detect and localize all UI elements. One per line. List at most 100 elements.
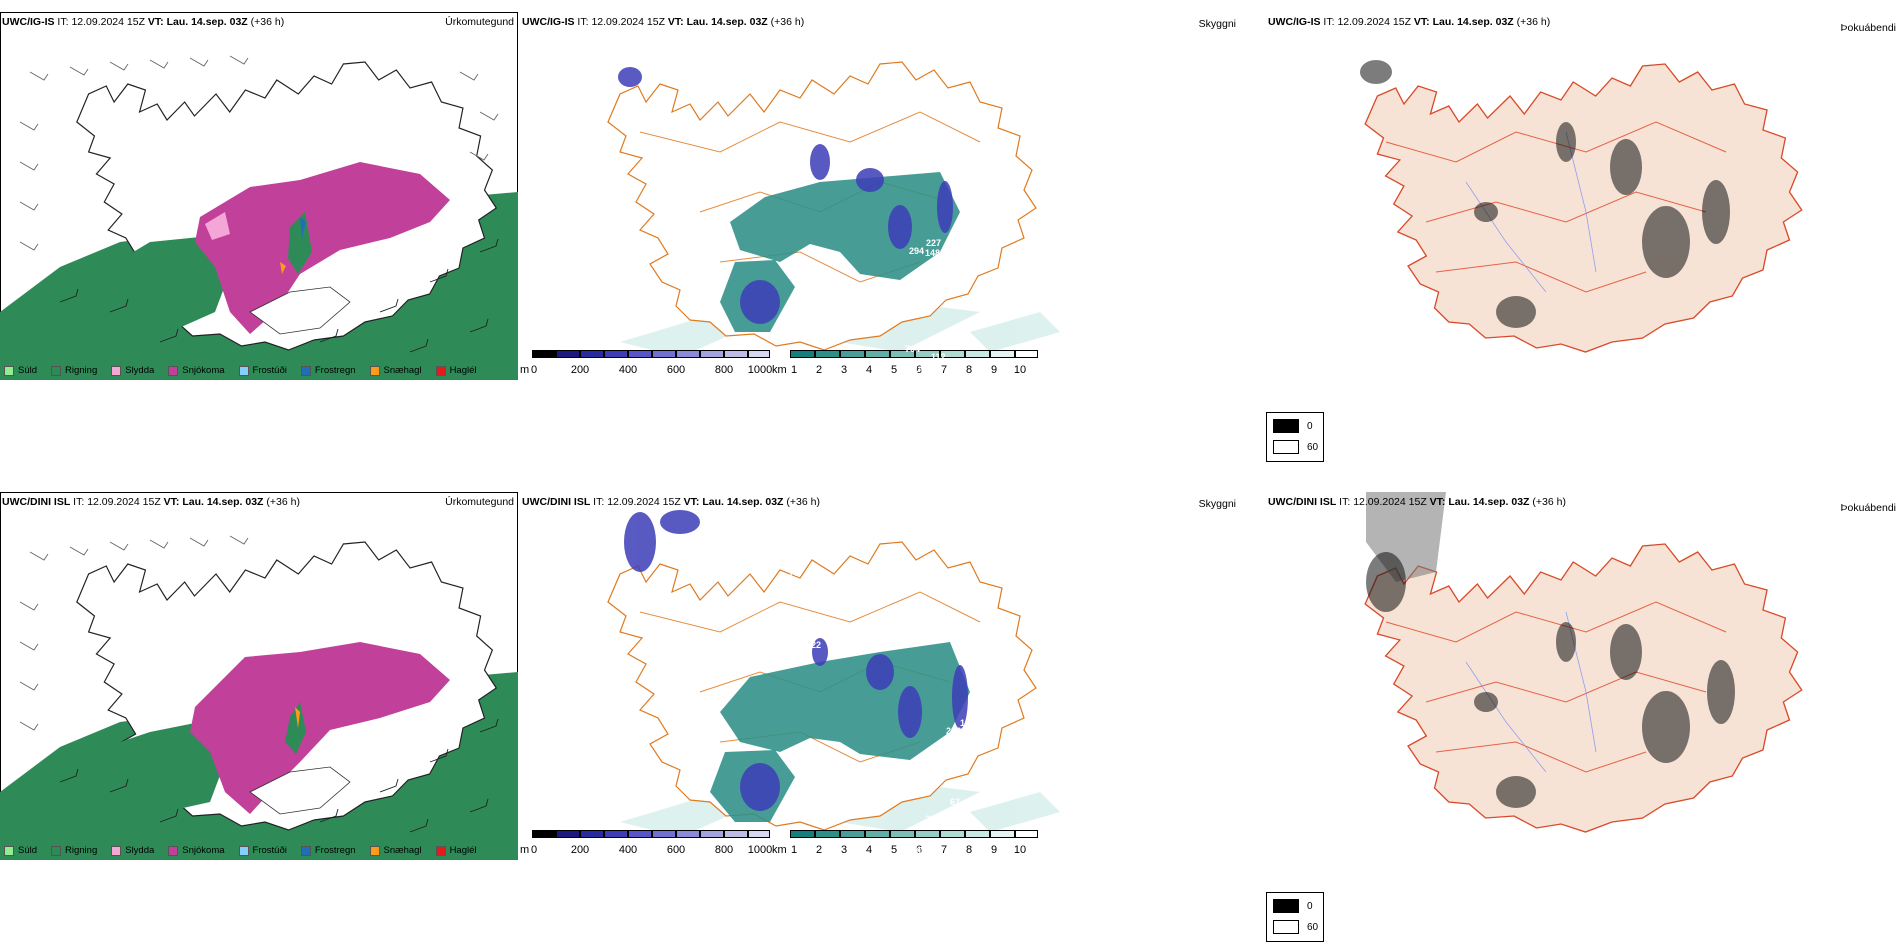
ceiling-label: 96: [993, 176, 1004, 186]
visibility-map-dini: [607, 510, 1060, 837]
tick: 1: [790, 364, 798, 376]
legend-item-sudl: Súld: [4, 845, 37, 856]
tick: 1000: [747, 844, 773, 856]
ceiling-label: 288: [946, 726, 962, 736]
ceiling-label: 964: [1079, 706, 1095, 716]
legend-item-haglel: Haglél: [435, 845, 477, 856]
ceiling-label: 227: [926, 238, 942, 248]
ceiling-label: 74: [778, 548, 789, 558]
legend-item-slydda: Slydda: [111, 365, 154, 376]
ceiling-label: 91: [992, 654, 1003, 664]
ceiling-label: 174: [1058, 672, 1074, 682]
ceiling-label: 122: [806, 640, 822, 650]
fog-legend-max: 60: [1307, 441, 1319, 453]
product-title: Skyggni: [1198, 18, 1236, 30]
panel-header: UWC/DINI ISL IT: 12.09.2024 15Z VT: Lau.…: [1268, 496, 1566, 508]
ceiling-label: 326: [1054, 742, 1070, 752]
legend-item-snjokoma: Snjókoma: [168, 845, 225, 856]
ceiling-label: 248: [1025, 232, 1041, 242]
ceiling-label: 189: [960, 718, 976, 728]
ceiling-label: 98: [1063, 190, 1074, 200]
ceiling-label: 129: [1005, 194, 1021, 204]
panel-header: UWC/IG-IS IT: 12.09.2024 15Z VT: Lau. 14…: [1268, 16, 1551, 28]
ceiling-label: 297: [925, 814, 941, 824]
ceiling-label: 191: [1118, 742, 1134, 752]
ceiling-label: 999: [1082, 692, 1098, 702]
ceiling-unit: m: [520, 844, 530, 856]
legend-item-snjokoma: Snjókoma: [168, 365, 225, 376]
ceiling-label: 235: [936, 378, 952, 388]
tick: 2: [815, 364, 823, 376]
ceiling-label: 204: [1060, 322, 1076, 332]
ceiling-label: 167: [1109, 718, 1125, 728]
ceiling-label: 116: [1022, 265, 1037, 275]
ceiling-label: 389: [1092, 298, 1108, 308]
legend-item-rigning: Rigning: [51, 365, 97, 376]
tick: 4: [865, 844, 873, 856]
precip-legend: Súld Rigning Slydda Snjókoma Frostúði Fr…: [4, 365, 477, 376]
legend-item-frostudi: Frostúði: [238, 845, 287, 856]
fog-panel-dini: UWC/DINI ISL IT: 12.09.2024 15Z VT: Lau.…: [1266, 492, 1900, 860]
fog-map-ig: [1360, 60, 1803, 353]
tick: 400: [618, 844, 638, 856]
tick: 7: [940, 844, 948, 856]
tick: 6: [915, 844, 923, 856]
precip-legend: Súld Rigning Slydda Snjókoma Frostúði Fr…: [4, 845, 477, 856]
tick: 4: [865, 364, 873, 376]
tick: 10: [1013, 364, 1027, 376]
tick: 1: [790, 844, 798, 856]
ceiling-label: 441: [1093, 212, 1109, 222]
ceiling-label: 148: [925, 248, 941, 258]
ceiling-label: 490: [783, 84, 799, 94]
product-title: Þokuábendi: [1840, 502, 1896, 514]
tick: 9: [990, 364, 998, 376]
panel-header: UWC/DINI ISL IT: 12.09.2024 15Z VT: Lau.…: [2, 496, 300, 508]
tick: 5: [890, 364, 898, 376]
legend-item-snaehagl: Snæhagl: [369, 845, 422, 856]
precip-map-ig: [0, 55, 518, 380]
tick: 5: [890, 844, 898, 856]
ceiling-label: 154: [1137, 262, 1153, 272]
fog-legend-min: 0: [1307, 900, 1313, 912]
ceiling-colorbar: m 0 200 400 600 800 1000: [520, 830, 773, 856]
tick: 2: [815, 844, 823, 856]
ceiling-label: 67: [950, 797, 961, 807]
tick: 0: [530, 844, 538, 856]
legend-item-slydda: Slydda: [111, 845, 154, 856]
visibility-panel-ig: UWC/IG-IS IT: 12.09.2024 15Z VT: Lau. 14…: [520, 12, 1236, 380]
tick: 200: [570, 364, 590, 376]
precip-type-panel-dini: UWC/DINI ISL IT: 12.09.2024 15Z VT: Lau.…: [0, 492, 518, 860]
ceiling-label: 59: [807, 590, 818, 600]
tick: 8: [965, 364, 973, 376]
ceiling-label: 949: [1076, 722, 1092, 732]
ceiling-label: 423: [760, 84, 776, 94]
ceiling-label: 112: [931, 352, 946, 362]
ceiling-label: 305: [1063, 338, 1079, 348]
tick: 9: [990, 844, 998, 856]
ceiling-label: 198: [1092, 774, 1108, 784]
ceiling-label: 114: [909, 364, 924, 374]
visibility-unit: km: [772, 364, 787, 376]
ceiling-label: 148: [758, 531, 774, 541]
tick: 3: [840, 844, 848, 856]
legend-item-sudl: Súld: [4, 365, 37, 376]
tick: 800: [714, 844, 734, 856]
ceiling-label: 260: [1061, 814, 1077, 824]
panel-header: UWC/IG-IS IT: 12.09.2024 15Z VT: Lau. 14…: [522, 16, 805, 28]
precip-map-dini: [0, 535, 518, 860]
panel-header: UWC/DINI ISL IT: 12.09.2024 15Z VT: Lau.…: [522, 496, 820, 508]
ceiling-label: 108: [1053, 216, 1069, 226]
tick: 3: [840, 364, 848, 376]
visibility-panel-dini: UWC/DINI ISL IT: 12.09.2024 15Z VT: Lau.…: [520, 492, 1236, 860]
ceiling-colorbar: m 0 200 400 600 800 1000: [520, 350, 772, 376]
ceiling-label: 157: [951, 856, 967, 866]
legend-item-snaehagl: Snæhagl: [369, 365, 422, 376]
fog-legend-dini: 0 60: [1266, 892, 1324, 942]
fog-panel-ig: UWC/IG-IS IT: 12.09.2024 15Z VT: Lau. 14…: [1266, 12, 1900, 380]
product-title: Úrkomutegund: [445, 496, 514, 508]
visibility-map-ig: [607, 61, 1060, 357]
ceiling-label: 209: [911, 846, 927, 856]
legend-item-frostudi: Frostúði: [238, 365, 287, 376]
ceiling-label: 173: [912, 386, 928, 396]
ceiling-label: 77: [789, 568, 800, 578]
